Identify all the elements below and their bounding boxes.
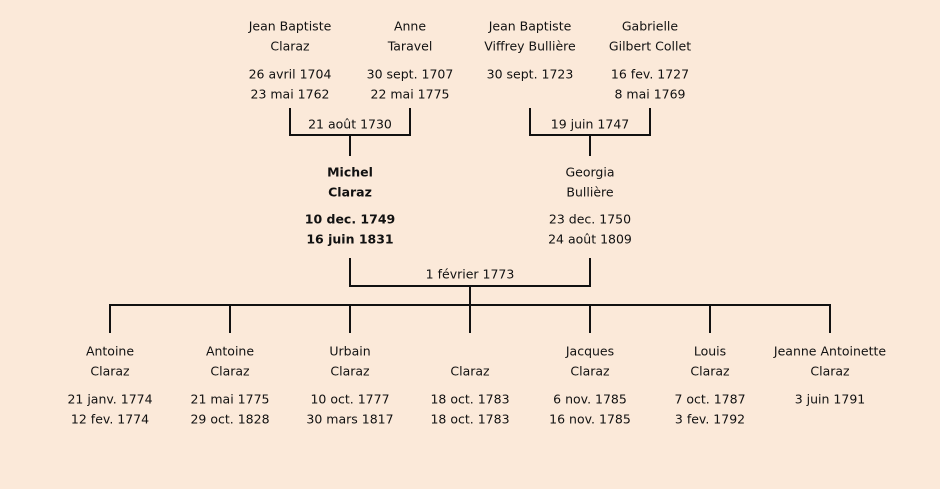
person-date: 21 mai 1775 — [191, 392, 270, 407]
person-date: 3 juin 1791 — [795, 392, 866, 407]
person-name: Louis — [694, 344, 726, 359]
person-date: 8 mai 1769 — [614, 87, 685, 102]
person-name: Anne — [394, 19, 426, 34]
marriage-date: 1 février 1773 — [426, 267, 515, 282]
person-date: 22 mai 1775 — [371, 87, 450, 102]
person-date: 3 fev. 1792 — [675, 412, 745, 427]
person-name: Bullière — [566, 185, 613, 200]
person-name: Jeanne Antoinette — [773, 344, 886, 359]
person-name: Claraz — [810, 364, 850, 379]
person-name: Claraz — [690, 364, 730, 379]
person-date: 30 mars 1817 — [306, 412, 393, 427]
person-name: Claraz — [328, 185, 372, 200]
person-name: Jean Baptiste — [488, 19, 572, 34]
person-name: Claraz — [570, 364, 610, 379]
person-date: 16 juin 1831 — [306, 232, 393, 247]
person-name: Claraz — [270, 39, 310, 54]
person-name: Claraz — [330, 364, 370, 379]
person-name: Jean Baptiste — [248, 19, 332, 34]
person-name: Viffrey Bullière — [484, 39, 576, 54]
marriage-date: 19 juin 1747 — [551, 117, 629, 132]
person-name: Antoine — [86, 344, 134, 359]
person-date: 18 oct. 1783 — [430, 392, 509, 407]
person-date: 10 dec. 1749 — [305, 212, 395, 227]
person-date: 7 oct. 1787 — [674, 392, 745, 407]
person-name: Michel — [327, 165, 373, 180]
connectors — [109, 108, 831, 333]
person-date: 23 mai 1762 — [251, 87, 330, 102]
person-date: 30 sept. 1707 — [367, 67, 454, 82]
person-name: Claraz — [90, 364, 130, 379]
person-date: 30 sept. 1723 — [487, 67, 574, 82]
person-name: Taravel — [387, 39, 433, 54]
person-date: 26 avril 1704 — [249, 67, 332, 82]
person-date: 16 fev. 1727 — [611, 67, 689, 82]
person-name: Gabrielle — [622, 19, 679, 34]
person-date: 24 août 1809 — [548, 232, 632, 247]
person-date: 16 nov. 1785 — [549, 412, 631, 427]
marriage-date: 21 août 1730 — [308, 117, 392, 132]
person-date: 23 dec. 1750 — [549, 212, 631, 227]
person-date: 12 fev. 1774 — [71, 412, 149, 427]
person-name: Georgia — [565, 165, 614, 180]
person-name: Claraz — [210, 364, 250, 379]
person-name: Gilbert Collet — [609, 39, 691, 54]
person-date: 21 janv. 1774 — [67, 392, 152, 407]
person-name: Antoine — [206, 344, 254, 359]
person-date: 18 oct. 1783 — [430, 412, 509, 427]
person-date: 29 oct. 1828 — [190, 412, 269, 427]
person-date: 6 nov. 1785 — [553, 392, 627, 407]
person-name: Jacques — [565, 344, 614, 359]
person-date: 10 oct. 1777 — [310, 392, 389, 407]
person-name: Claraz — [450, 364, 490, 379]
person-name: Urbain — [329, 344, 370, 359]
